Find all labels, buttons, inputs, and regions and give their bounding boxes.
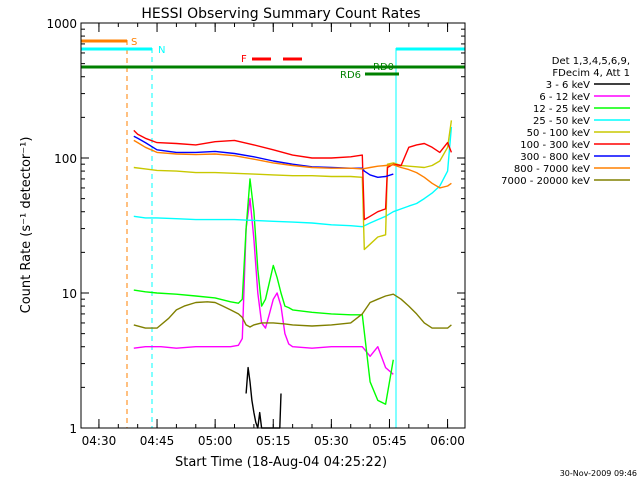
series-line-8 <box>133 293 452 329</box>
rd0-flag-label: RD0 <box>373 62 394 73</box>
series-line-3 <box>133 126 453 228</box>
legend-label-4: 50 - 100 keV <box>527 128 591 139</box>
series-line-5 <box>133 129 453 221</box>
x-tick-label-0: 04:30 <box>82 434 117 448</box>
legend-label-1: 6 - 12 keV <box>539 92 590 103</box>
legend-header-0: Det 1,3,4,5,6,9, <box>552 56 630 67</box>
legend-label-3: 25 - 50 keV <box>533 116 590 127</box>
x-tick-label-1: 04:45 <box>140 434 175 448</box>
legend-label-5: 100 - 300 keV <box>520 140 590 151</box>
night-flag-label: N <box>158 45 165 56</box>
legend-label-8: 7000 - 20000 keV <box>501 176 590 187</box>
timestamp: 30-Nov-2009 09:46 <box>560 469 637 478</box>
series-line-6 <box>133 135 394 179</box>
legend-label-2: 12 - 25 keV <box>533 104 590 115</box>
rd6-flag-label: RD6 <box>340 70 361 81</box>
plot-frame <box>80 22 466 429</box>
chart-title: HESSI Observing Summary Count Rates <box>141 6 420 22</box>
y-axis-label: Count Rate (s⁻¹ detector⁻¹) <box>19 137 34 314</box>
plot-area: S N F RD0 RD6 1 10 100 1000 04:30 04:45 05:00 05:15 0… <box>46 17 466 448</box>
series-line-7 <box>133 139 452 189</box>
y-tick-label-0: 1 <box>69 422 77 436</box>
series-line-2 <box>133 178 394 405</box>
series-line-1 <box>133 197 394 375</box>
y-tick-label-3: 1000 <box>46 17 77 31</box>
x-axis-label: Start Time (18-Aug-04 04:25:22) <box>175 455 387 470</box>
legend-label-6: 300 - 800 keV <box>520 152 590 163</box>
x-tick-label-2: 05:00 <box>198 434 233 448</box>
legend: Det 1,3,4,5,6,9,FDecim 4, Att 13 - 6 keV… <box>501 56 630 187</box>
x-tick-label-3: 05:15 <box>256 434 291 448</box>
x-tick-label-4: 05:30 <box>314 434 349 448</box>
series-line-0 <box>245 366 282 429</box>
x-tick-label-5: 05:45 <box>372 434 407 448</box>
y-tick-label-2: 100 <box>54 152 77 166</box>
saa-flag-label: S <box>131 37 137 48</box>
y-tick-label-1: 10 <box>62 287 77 301</box>
flare-flag-label: F <box>241 54 247 65</box>
series-line-4 <box>133 120 453 251</box>
legend-label-0: 3 - 6 keV <box>546 80 590 91</box>
legend-label-7: 800 - 7000 keV <box>514 164 590 175</box>
x-tick-label-6: 06:00 <box>430 434 465 448</box>
legend-header-1: FDecim 4, Att 1 <box>552 68 630 79</box>
